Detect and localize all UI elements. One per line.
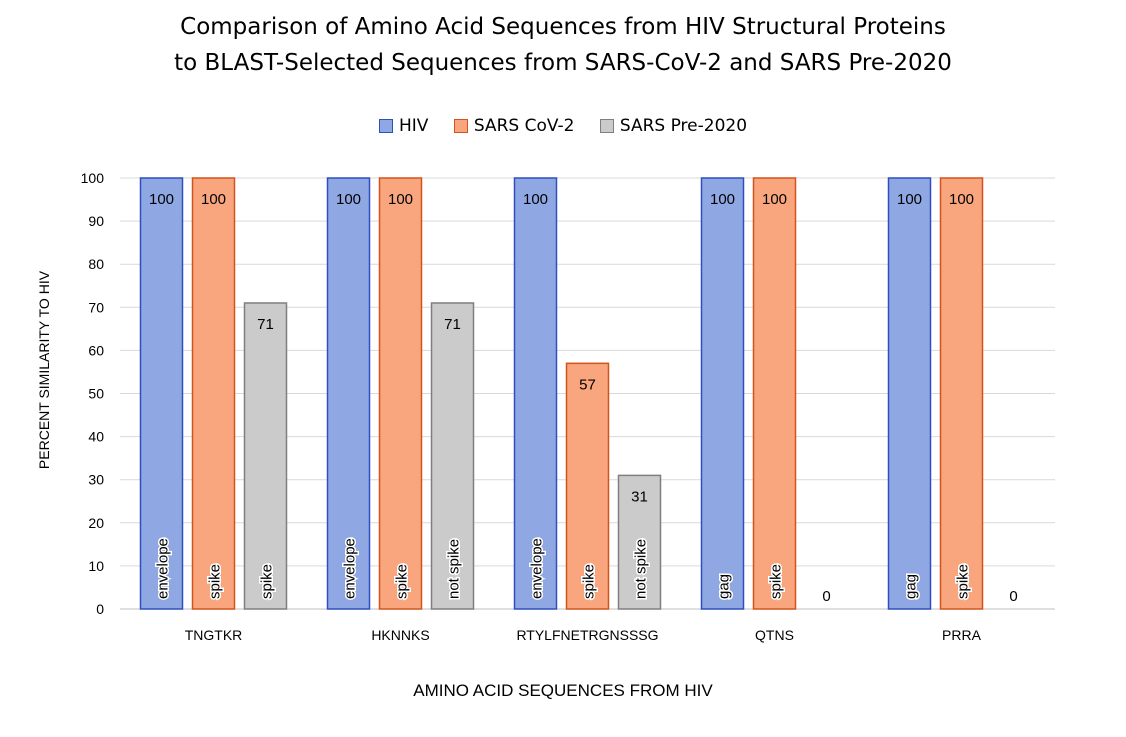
legend-label-hiv: HIV xyxy=(398,116,429,136)
data-label: 100 xyxy=(388,191,413,208)
bar-sars-cov-2-tngtkr xyxy=(191,177,236,610)
chart-title: Comparison of Amino Acid Sequences from … xyxy=(180,14,946,40)
bar-hiv-tngtkr xyxy=(139,177,184,610)
y-tick-label: 100 xyxy=(81,170,105,186)
y-tick-label: 80 xyxy=(88,256,104,272)
bar-annotation: spike xyxy=(207,564,224,599)
bar-annotation: envelope xyxy=(155,538,172,599)
bar-annotation: not spike xyxy=(633,539,650,599)
y-tick-label: 50 xyxy=(88,386,104,402)
y-tick-label: 20 xyxy=(88,515,104,531)
bar-annotation: spike xyxy=(394,564,411,599)
bar-annotation: envelope xyxy=(529,538,546,599)
y-tick-label: 90 xyxy=(88,213,104,229)
data-label: 100 xyxy=(149,191,174,208)
data-label: 100 xyxy=(949,191,974,208)
legend: HIV SARS CoV-2 SARS Pre-2020 xyxy=(0,116,1126,138)
legend-item-hiv: HIV xyxy=(378,116,429,136)
bar-hiv-rtylfnetrgnsssg xyxy=(513,177,558,610)
x-tick-label: RTYLFNETRGNSSSG xyxy=(516,627,658,643)
chart-subtitle: to BLAST-Selected Sequences from SARS-Co… xyxy=(174,50,952,76)
legend-label-sars-cov-2: SARS CoV-2 xyxy=(473,116,575,136)
bar-hiv-prra xyxy=(887,177,932,610)
legend-item-sars-cov-2: SARS CoV-2 xyxy=(453,116,575,136)
data-label: 31 xyxy=(631,488,648,505)
bar-annotation: spike xyxy=(955,564,972,599)
bar-sars-pre-2020-rtylfnetrgnsssg xyxy=(617,474,662,610)
x-tick-label: HKNNKS xyxy=(371,627,429,643)
legend-label-sars-pre-2020: SARS Pre-2020 xyxy=(619,116,748,136)
data-label: 100 xyxy=(762,191,787,208)
data-label: 100 xyxy=(336,191,361,208)
bar-hiv-qtns xyxy=(700,177,745,610)
bar-sars-cov-2-rtylfnetrgnsssg xyxy=(565,362,610,610)
data-label: 100 xyxy=(710,191,735,208)
data-label: 100 xyxy=(897,191,922,208)
y-tick-label: 30 xyxy=(88,472,104,488)
data-label: 57 xyxy=(579,376,596,393)
bar-sars-pre-2020-tngtkr xyxy=(243,302,288,610)
x-tick-label: PRRA xyxy=(942,627,982,643)
y-tick-label: 40 xyxy=(88,429,104,445)
y-tick-label: 10 xyxy=(88,558,104,574)
bar-sars-cov-2-hknnks xyxy=(378,177,423,610)
bar-annotation: envelope xyxy=(342,538,359,599)
bar-annotation: spike xyxy=(581,564,598,599)
bar-sars-cov-2-qtns xyxy=(752,177,797,610)
x-tick-label: QTNS xyxy=(755,627,794,643)
x-axis-label: AMINO ACID SEQUENCES FROM HIV xyxy=(413,681,713,700)
bar-annotation: spike xyxy=(768,564,785,599)
bar-sars-cov-2-prra xyxy=(939,177,984,610)
bar-sars-pre-2020-hknnks xyxy=(430,302,475,610)
data-label: 71 xyxy=(444,316,461,333)
bar-annotation: gag xyxy=(903,574,920,599)
data-label: 100 xyxy=(523,191,548,208)
bar-annotation: not spike xyxy=(446,539,463,599)
legend-item-sars-pre-2020: SARS Pre-2020 xyxy=(599,116,748,136)
data-label: 0 xyxy=(1009,588,1017,605)
bar-hiv-hknnks xyxy=(326,177,371,610)
legend-swatch-sars-pre-2020 xyxy=(599,119,614,133)
y-tick-label: 60 xyxy=(88,342,104,358)
data-label: 71 xyxy=(257,316,274,333)
y-axis-label: PERCENT SIMILARITY TO HIV xyxy=(36,270,52,470)
bar-annotation: spike xyxy=(259,564,276,599)
y-tick-label: 70 xyxy=(88,299,104,315)
y-tick-label: 0 xyxy=(96,601,104,617)
legend-swatch-sars-cov-2 xyxy=(453,119,468,133)
legend-swatch-hiv xyxy=(378,119,393,133)
x-tick-label: TNGTKR xyxy=(185,627,243,643)
bar-annotation: gag xyxy=(716,574,733,599)
data-label: 0 xyxy=(822,588,830,605)
data-label: 100 xyxy=(201,191,226,208)
